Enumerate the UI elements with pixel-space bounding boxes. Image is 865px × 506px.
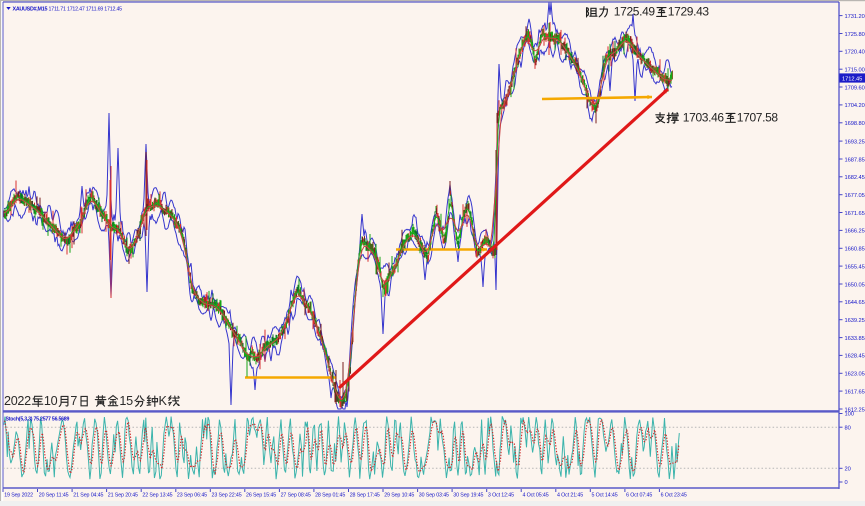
svg-text:Stoch(5,3,3) 75.2577 56.5689: Stoch(5,3,3) 75.2577 56.5689 [6,416,70,422]
svg-text:1725.49: 1725.49 [614,5,656,19]
svg-text:1655.45: 1655.45 [845,264,865,270]
svg-text:1666.25: 1666.25 [845,229,865,235]
svg-text:23 Sep 06:45: 23 Sep 06:45 [177,492,207,498]
svg-text:28 Sep 01:45: 28 Sep 01:45 [315,492,345,498]
svg-text:28 Sep 17:45: 28 Sep 17:45 [350,492,380,498]
svg-text:10: 10 [44,394,58,408]
svg-text:1698.80: 1698.80 [845,121,865,127]
svg-text:K: K [159,394,168,408]
svg-text:20: 20 [845,466,851,472]
svg-text:1707.58: 1707.58 [737,111,779,125]
svg-text:6 Oct 07:45: 6 Oct 07:45 [626,492,652,498]
svg-text:2022: 2022 [4,394,31,408]
svg-text:4 Oct 05:45: 4 Oct 05:45 [523,492,549,498]
svg-text:1731.20: 1731.20 [845,14,865,20]
svg-text:1650.05: 1650.05 [845,282,865,288]
svg-text:19 Sep 2022: 19 Sep 2022 [4,492,33,498]
svg-text:1677.05: 1677.05 [845,193,865,199]
svg-text:1623.05: 1623.05 [845,372,865,378]
svg-text:15: 15 [119,394,133,408]
svg-text:1687.85: 1687.85 [845,157,865,163]
svg-text:1711.71 1712.47 1711.69 1712.4: 1711.71 1712.47 1711.69 1712.45 [49,6,123,12]
svg-text:1704.20: 1704.20 [845,103,865,109]
svg-text:1709.60: 1709.60 [845,85,865,91]
svg-text:1682.45: 1682.45 [845,175,865,181]
svg-text:1693.25: 1693.25 [845,139,865,145]
svg-text:80: 80 [845,425,851,431]
svg-text:30 Sep 19:45: 30 Sep 19:45 [453,492,483,498]
svg-text:7: 7 [70,394,77,408]
svg-text:5 Oct 14:45: 5 Oct 14:45 [592,492,618,498]
svg-text:1628.45: 1628.45 [845,354,865,360]
svg-text:1633.85: 1633.85 [845,336,865,342]
svg-text:20 Sep 11:45: 20 Sep 11:45 [39,492,69,498]
svg-text:1712.45: 1712.45 [842,77,862,83]
svg-text:30 Sep 03:45: 30 Sep 03:45 [419,492,449,498]
svg-text:6 Oct 23:45: 6 Oct 23:45 [661,492,687,498]
svg-text:22 Sep 13:45: 22 Sep 13:45 [142,492,172,498]
svg-text:27 Sep 08:45: 27 Sep 08:45 [281,492,311,498]
svg-text:1644.65: 1644.65 [845,300,865,306]
svg-text:4 Oct 21:45: 4 Oct 21:45 [557,492,583,498]
svg-text:1729.43: 1729.43 [668,5,710,19]
svg-text:1725.80: 1725.80 [845,32,865,38]
svg-text:1660.85: 1660.85 [845,247,865,253]
svg-text:3 Oct 12:45: 3 Oct 12:45 [488,492,514,498]
svg-text:100: 100 [845,412,855,418]
svg-text:23 Sep 22:45: 23 Sep 22:45 [212,492,242,498]
svg-text:1703.46: 1703.46 [683,111,725,125]
svg-text:26 Sep 15:45: 26 Sep 15:45 [246,492,276,498]
svg-text:1617.65: 1617.65 [845,389,865,395]
svg-text:21 Sep 04:45: 21 Sep 04:45 [73,492,103,498]
svg-text:21 Sep 20:45: 21 Sep 20:45 [108,492,138,498]
svg-text:0: 0 [845,480,848,486]
svg-text:1720.40: 1720.40 [845,50,865,56]
svg-text:1639.25: 1639.25 [845,318,865,324]
svg-text:XAUUSD#,M15: XAUUSD#,M15 [13,6,48,12]
svg-text:1715.00: 1715.00 [845,68,865,74]
svg-text:1671.65: 1671.65 [845,211,865,217]
svg-text:29 Sep 10:45: 29 Sep 10:45 [384,492,414,498]
